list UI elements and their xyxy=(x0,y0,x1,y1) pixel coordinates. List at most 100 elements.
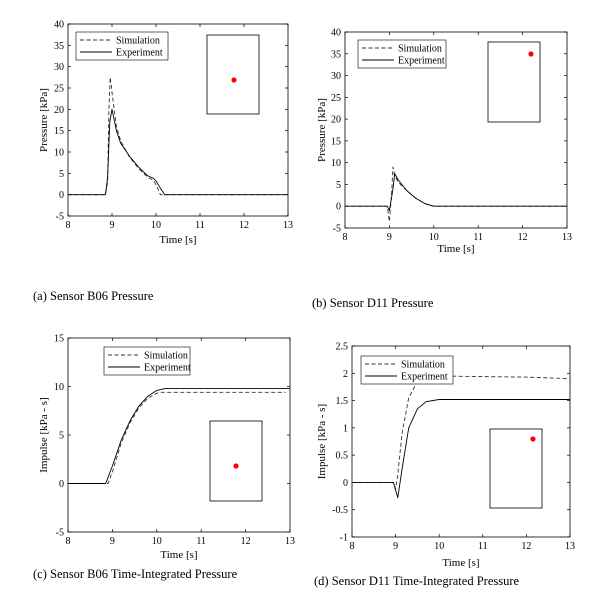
y-tick-label: 0 xyxy=(59,479,64,490)
y-tick-label: 15 xyxy=(331,136,341,147)
x-tick-label: 13 xyxy=(283,220,293,231)
x-tick-label: 10 xyxy=(429,232,439,243)
x-tick-label: 8 xyxy=(343,232,348,243)
x-tick-label: 9 xyxy=(110,220,115,231)
y-tick-label: 5 xyxy=(59,169,64,180)
x-tick-label: 10 xyxy=(434,541,444,552)
y-tick-label: 10 xyxy=(54,382,64,393)
x-axis-label: Time [s] xyxy=(437,243,474,255)
series-line-experiment xyxy=(352,399,570,499)
y-tick-label: -1 xyxy=(340,533,348,544)
x-axis-label: Time [s] xyxy=(442,557,479,569)
series-line-experiment xyxy=(345,173,567,212)
y-tick-label: -5 xyxy=(333,224,341,235)
x-tick-label: 12 xyxy=(239,220,249,231)
subfigure-caption: (c) Sensor B06 Time-Integrated Pressure xyxy=(33,567,238,581)
sensor-map-inset xyxy=(489,428,543,509)
x-tick-label: 8 xyxy=(66,220,71,231)
legend-box xyxy=(360,355,454,385)
legend-box xyxy=(103,346,191,376)
y-tick-label: 20 xyxy=(331,115,341,126)
chart-panel-c: 8 9 10 11 12 13 -5 0 5 10 15 Time [s] Impulse [kPa -… xyxy=(33,334,295,582)
x-tick-label: 13 xyxy=(285,536,295,547)
y-tick-label: 1.5 xyxy=(336,396,349,407)
legend-box xyxy=(75,31,169,61)
legend-label: Experiment xyxy=(401,372,448,383)
series-line-simulation xyxy=(345,166,567,222)
x-tick-label: 9 xyxy=(393,541,398,552)
y-tick-label: 0 xyxy=(59,190,64,201)
series-line-simulation xyxy=(68,391,286,484)
subfigure-caption: (d) Sensor D11 Time-Integrated Pressure xyxy=(314,574,520,588)
y-tick-label: 5 xyxy=(336,180,341,191)
sensor-map-inset xyxy=(209,420,263,502)
y-tick-label: 1 xyxy=(343,423,348,434)
x-tick-label: 8 xyxy=(350,541,355,552)
y-tick-label: 25 xyxy=(331,93,341,104)
chart-panel-d: 8 9 10 11 12 13 -1 -0.5 0 0.5 1 1.5 2 2.5 Time [s] Impu… xyxy=(314,342,575,589)
x-tick-label: 12 xyxy=(241,536,251,547)
subfigure-caption: (a) Sensor B06 Pressure xyxy=(33,289,154,303)
x-tick-label: 10 xyxy=(152,536,162,547)
x-tick-label: 11 xyxy=(196,536,206,547)
sensor-location-marker xyxy=(530,436,536,442)
y-tick-label: 0 xyxy=(343,478,348,489)
legend-label: Experiment xyxy=(144,363,191,374)
x-tick-label: 12 xyxy=(518,232,528,243)
y-tick-label: 0 xyxy=(336,202,341,213)
sensor-location-marker xyxy=(528,51,534,57)
subfigure-caption: (b) Sensor D11 Pressure xyxy=(312,296,434,310)
y-tick-label: 2.5 xyxy=(336,342,349,353)
legend-label: Simulation xyxy=(401,360,445,371)
x-tick-label: 8 xyxy=(66,536,71,547)
y-tick-label: 2 xyxy=(343,369,348,380)
legend-label: Simulation xyxy=(398,44,442,55)
y-tick-label: 30 xyxy=(331,71,341,82)
x-tick-label: 11 xyxy=(473,232,483,243)
y-tick-label: 40 xyxy=(54,20,64,31)
legend-label: Simulation xyxy=(144,351,188,362)
sensor-location-marker xyxy=(233,463,239,469)
x-tick-label: 13 xyxy=(562,232,572,243)
axes-frame xyxy=(67,23,289,217)
y-tick-label: -5 xyxy=(56,528,64,539)
y-tick-label: 5 xyxy=(59,431,64,442)
y-tick-label: 35 xyxy=(331,49,341,60)
y-tick-label: 0.5 xyxy=(336,451,349,462)
x-tick-label: 9 xyxy=(387,232,392,243)
legend-label: Experiment xyxy=(116,48,163,59)
x-tick-label: 12 xyxy=(521,541,531,552)
legend-box xyxy=(357,39,447,69)
y-axis-label: Impulse [kPa - s] xyxy=(38,397,50,472)
x-tick-label: 11 xyxy=(195,220,205,231)
sensor-map-inset xyxy=(206,34,260,115)
y-tick-label: 35 xyxy=(54,41,64,52)
x-tick-label: 9 xyxy=(110,536,115,547)
sensor-location-marker xyxy=(231,77,237,83)
chart-panel-a: 8 9 10 11 12 13 -5 0 5 10 15 20 25 30 35 40 Time [s] Pres… xyxy=(33,20,293,304)
y-tick-label: 25 xyxy=(54,84,64,95)
y-axis-label: Pressure [kPa] xyxy=(316,98,328,162)
y-tick-label: 10 xyxy=(54,148,64,159)
x-tick-label: 11 xyxy=(478,541,488,552)
y-axis-label: Pressure [kPa] xyxy=(38,88,50,152)
y-tick-label: 15 xyxy=(54,126,64,137)
y-tick-label: 40 xyxy=(331,28,341,39)
x-axis-label: Time [s] xyxy=(159,234,196,246)
y-tick-label: 30 xyxy=(54,62,64,73)
series-line-experiment xyxy=(68,108,288,196)
x-tick-label: 10 xyxy=(151,220,161,231)
axes-frame xyxy=(344,31,568,229)
y-tick-label: 10 xyxy=(331,158,341,169)
axes-frame xyxy=(351,345,571,538)
legend-label: Experiment xyxy=(398,56,445,67)
y-axis-label: Impulse [kPa - s] xyxy=(316,404,328,479)
chart-panel-b: 8 9 10 11 12 13 -5 0 5 10 15 20 25 30 35 40 Time [s] Pres… xyxy=(312,28,572,311)
x-axis-label: Time [s] xyxy=(160,549,197,561)
y-tick-label: -0.5 xyxy=(332,505,348,516)
